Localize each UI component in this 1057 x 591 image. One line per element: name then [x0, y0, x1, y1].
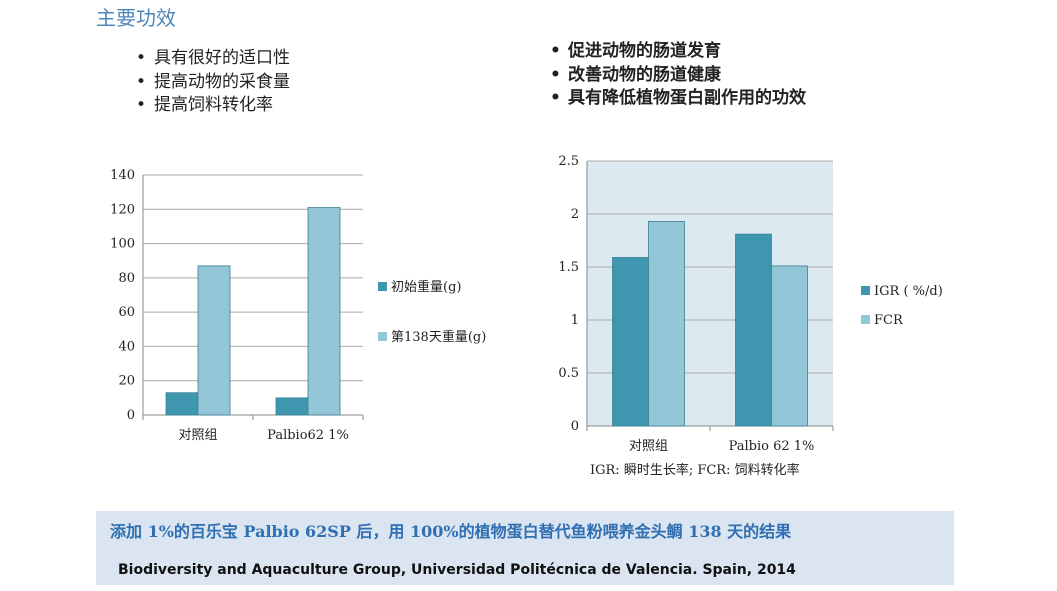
chart-annotation: IGR: 瞬时生长率; FCR: 饲料转化率	[590, 462, 800, 478]
benefits-list-left: 具有很好的适口性 提高动物的采食量 提高饲料转化率	[136, 47, 290, 118]
y-tick-label: 0	[127, 408, 135, 423]
page-title: 主要功效	[96, 6, 176, 30]
x-category-label: 对照组	[178, 428, 217, 443]
x-category-label: Palbio 62 1%	[729, 439, 815, 454]
x-category-label: 对照组	[629, 439, 668, 454]
y-tick-label: 140	[110, 168, 135, 183]
legend-swatch	[861, 286, 870, 295]
y-tick-label: 20	[118, 374, 135, 389]
benefit-item: 具有很好的适口性	[136, 47, 290, 71]
bar	[735, 233, 772, 427]
y-tick-label: 100	[110, 237, 135, 252]
legend-label: 第138天重量(g)	[391, 329, 486, 345]
benefit-item: 提高动物的采食量	[136, 71, 290, 95]
legend-label: IGR ( %/d)	[874, 284, 943, 299]
legend-label: FCR	[874, 313, 904, 328]
legend-label: 初始重量(g)	[391, 279, 461, 295]
bar	[771, 265, 808, 427]
benefit-item: 提高饲料转化率	[136, 94, 290, 118]
y-tick-label: 1.5	[558, 260, 579, 275]
y-tick-label: 120	[110, 202, 135, 217]
y-tick-label: 40	[118, 339, 135, 354]
y-tick-label: 2.5	[558, 154, 579, 169]
legend-swatch	[861, 315, 870, 324]
legend-swatch	[378, 332, 387, 341]
y-tick-label: 0	[571, 419, 579, 434]
y-tick-label: 60	[118, 305, 135, 320]
bar	[197, 265, 231, 416]
y-tick-label: 80	[118, 271, 135, 286]
y-tick-label: 0.5	[558, 366, 579, 381]
footer-caption: 添加 1%的百乐宝 Palbio 62SP 后，用 100%的植物蛋白替代鱼粉喂…	[110, 522, 792, 541]
benefit-item: 促进动物的肠道发育	[550, 40, 806, 64]
bar	[648, 221, 685, 427]
footer-box	[96, 511, 954, 585]
benefit-item: 具有降低植物蛋白副作用的功效	[550, 87, 806, 111]
y-tick-label: 1	[571, 313, 579, 328]
bar	[307, 207, 341, 416]
benefits-list-right: 促进动物的肠道发育 改善动物的肠道健康 具有降低植物蛋白副作用的功效	[550, 40, 806, 111]
y-tick-label: 2	[571, 207, 579, 222]
x-category-label: Palbio62 1%	[267, 428, 349, 443]
bar	[612, 257, 649, 427]
legend-swatch	[378, 282, 387, 291]
footer-source: Biodiversity and Aquaculture Group, Univ…	[118, 562, 796, 578]
benefit-item: 改善动物的肠道健康	[550, 64, 806, 88]
